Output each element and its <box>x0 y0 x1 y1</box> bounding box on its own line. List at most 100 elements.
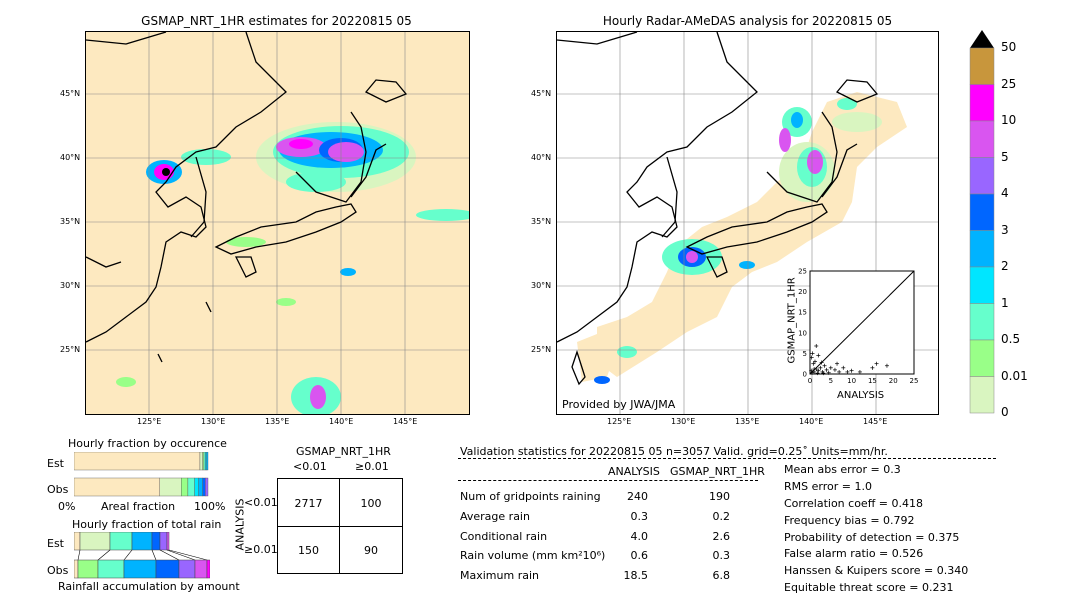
scatter-diagonal <box>809 270 915 375</box>
scatter-ytick-label: 5 <box>803 350 807 358</box>
occurrence-bar-segment <box>180 477 189 497</box>
colorbar-tick-label: 10 <box>1001 113 1017 127</box>
stat-row: Num of gridpoints raining 240 190 <box>460 490 760 504</box>
occurrence-bar-segment <box>187 477 195 497</box>
occurrence-bar-segment <box>74 477 160 497</box>
right-lat-label-25: 25°N <box>531 345 552 354</box>
right-lon-label-145: 145°E <box>863 417 888 426</box>
left-lat-label-45: 45°N <box>60 89 81 98</box>
scatter-point <box>835 361 840 366</box>
total-rain-axis-caption: Rainfall accumulation by amount <box>58 580 240 593</box>
scatter-ytick-label: 15 <box>798 309 807 317</box>
colorbar-band <box>969 47 995 85</box>
occurrence-title: Hourly fraction by occurence <box>68 437 227 450</box>
left-lon-label-145: 145°E <box>393 417 418 426</box>
left-map <box>85 31 470 415</box>
right-lon-label-135: 135°E <box>735 417 760 426</box>
colorbar-tick-label: 5 <box>1001 149 1009 164</box>
colorbar-band <box>969 84 995 122</box>
right-lon-label-125: 125°E <box>607 417 632 426</box>
occurrence-axis-left: 0% <box>58 500 76 513</box>
stat-gsmap: 2.6 <box>712 530 731 543</box>
score-mae: Mean abs error = 0.3 <box>784 463 901 476</box>
scatter-xtick-label: 15 <box>868 377 877 385</box>
contingency-row-label-ge: ≥0.01 <box>244 543 278 556</box>
left-lat-label-25: 25°N <box>60 345 81 354</box>
stat-analysis: 0.6 <box>630 549 649 562</box>
colorbar-tick-label: 0.01 <box>1001 368 1028 383</box>
right-lat-label-40: 40°N <box>531 153 552 162</box>
scatter-point <box>812 359 817 364</box>
stat-row: Maximum rain 18.5 6.8 <box>460 569 760 583</box>
occurrence-bar-segment <box>202 452 205 471</box>
scatter-point <box>884 363 889 368</box>
occurrence-label-obs: Obs <box>47 483 69 496</box>
occurrence-bar-segment <box>74 452 201 471</box>
score-pod: Probability of detection = 0.375 <box>784 531 960 544</box>
colorbar-tick-label: 0 <box>1001 405 1009 419</box>
colorbar-extend-arrow <box>970 30 994 48</box>
scatter-ytick-label: 0 <box>803 371 807 379</box>
colorbar-band <box>969 266 995 304</box>
scatter-point <box>845 369 850 374</box>
right-lon-label-130: 130°E <box>671 417 696 426</box>
stat-row: Rain volume (mm km²10⁶) 0.6 0.3 <box>460 549 760 563</box>
stat-label: Num of gridpoints raining <box>460 490 601 503</box>
contingency-cell-a: 2717 <box>294 497 323 510</box>
occurrence-label-est: Est <box>47 457 64 470</box>
colorbar-band <box>969 339 995 377</box>
occurrence-bar-segment <box>198 477 203 497</box>
scatter-xtick-label: 25 <box>910 377 919 385</box>
occurrence-bar-segment <box>194 477 199 497</box>
scatter-point <box>870 365 875 370</box>
scatter-point <box>826 370 831 375</box>
score-corr: Correlation coeff = 0.418 <box>784 497 923 510</box>
colorbar-tick-label: 0.5 <box>1001 332 1021 346</box>
score-hk: Hanssen & Kuipers score = 0.340 <box>784 564 969 577</box>
scatter-point <box>816 353 821 358</box>
scatter-point <box>819 360 824 365</box>
scatter-point <box>814 343 819 348</box>
stat-analysis: 0.3 <box>630 510 649 523</box>
occurrence-bar-segment <box>205 477 209 497</box>
scatter-point <box>857 369 862 374</box>
total-rain-label-obs: Obs <box>47 564 69 577</box>
scatter-point <box>810 351 815 356</box>
left-lat-label-35: 35°N <box>60 217 81 226</box>
scatter-plot: 00 5 5 10 10 15 15 20 20 25 25 <box>798 268 919 386</box>
occurrence-axis-right: 100% <box>194 500 226 513</box>
scatter-point <box>874 361 879 366</box>
contingency-title: GSMAP_NRT_1HR <box>296 445 391 458</box>
score-ets: Equitable threat score = 0.231 <box>784 581 954 594</box>
data-credit: Provided by JWA/JMA <box>562 398 676 411</box>
scatter-ytick-label: 10 <box>798 329 807 337</box>
left-lat-label-40: 40°N <box>60 153 81 162</box>
stat-gsmap: 190 <box>709 490 730 503</box>
validation-table-rule <box>458 480 758 481</box>
contingency-col-label-ge: ≥0.01 <box>355 460 389 473</box>
occurrence-bar-segment <box>206 452 209 471</box>
stat-label: Conditional rain <box>460 530 548 543</box>
colorbar-band <box>969 376 995 414</box>
occurrence-chart <box>74 452 209 497</box>
validation-divider <box>458 458 996 459</box>
scatter-xtick-label: 0 <box>808 377 812 385</box>
contingency-cell-c: 150 <box>298 544 319 557</box>
stat-analysis: 240 <box>627 490 648 503</box>
right-lat-label-35: 35°N <box>531 217 552 226</box>
total-rain-chart <box>74 532 210 579</box>
stat-gsmap: 0.3 <box>712 549 731 562</box>
colorbar-tick-label: 4 <box>1001 186 1009 200</box>
scatter-point <box>812 367 817 372</box>
left-lon-label-140: 140°E <box>329 417 354 426</box>
right-map-coverage <box>577 92 907 384</box>
right-map: Provided by JWA/JMA <box>556 31 939 415</box>
colorbar-tick-label: 1 <box>1001 295 1009 310</box>
right-lat-label-30: 30°N <box>531 281 552 290</box>
scatter-xtick-label: 5 <box>829 377 833 385</box>
left-lon-label-125: 125°E <box>137 417 162 426</box>
right-lon-label-140: 140°E <box>799 417 824 426</box>
stat-row: Average rain 0.3 0.2 <box>460 510 760 524</box>
occurrence-bar-segment <box>203 452 206 471</box>
scatter-point <box>841 365 846 370</box>
